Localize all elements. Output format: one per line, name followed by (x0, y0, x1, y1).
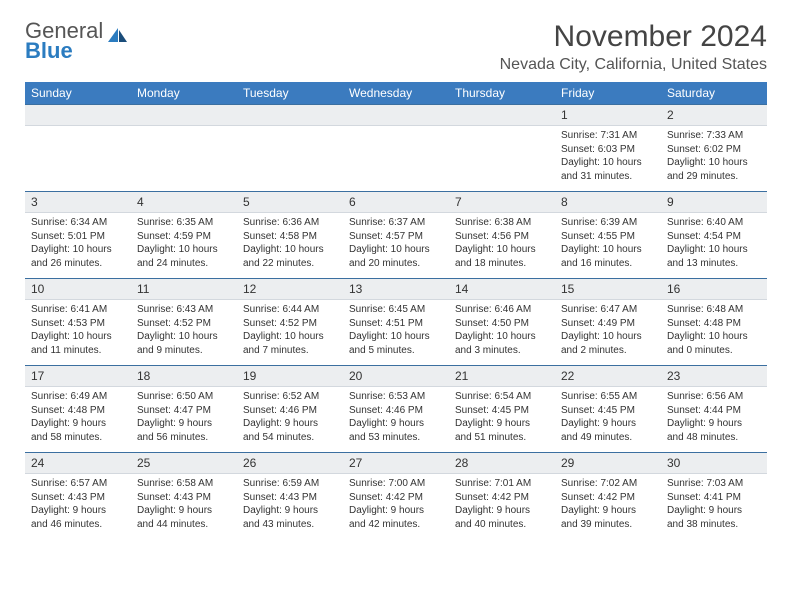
day-content-cell: Sunrise: 6:39 AMSunset: 4:55 PMDaylight:… (555, 213, 661, 279)
day-content-cell: Sunrise: 6:53 AMSunset: 4:46 PMDaylight:… (343, 387, 449, 453)
location: Nevada City, California, United States (500, 56, 767, 74)
day-content-cell: Sunrise: 6:38 AMSunset: 4:56 PMDaylight:… (449, 213, 555, 279)
day-content-cell: Sunrise: 6:49 AMSunset: 4:48 PMDaylight:… (25, 387, 131, 453)
day-content-cell: Sunrise: 6:58 AMSunset: 4:43 PMDaylight:… (131, 474, 237, 540)
day-content-cell: Sunrise: 6:34 AMSunset: 5:01 PMDaylight:… (25, 213, 131, 279)
day-content-cell: Sunrise: 6:54 AMSunset: 4:45 PMDaylight:… (449, 387, 555, 453)
title-block: November 2024 Nevada City, California, U… (500, 20, 767, 74)
day-content-cell: Sunrise: 6:52 AMSunset: 4:46 PMDaylight:… (237, 387, 343, 453)
logo-text: General Blue (25, 20, 103, 62)
day-number-cell: 6 (343, 192, 449, 213)
header: General Blue November 2024 Nevada City, … (25, 20, 767, 74)
day-number-cell: 28 (449, 453, 555, 474)
logo-text-2: Blue (25, 40, 103, 62)
day-content-cell: Sunrise: 6:45 AMSunset: 4:51 PMDaylight:… (343, 300, 449, 366)
day-number-cell: 22 (555, 366, 661, 387)
day-number-cell: 17 (25, 366, 131, 387)
day-content-cell: Sunrise: 7:00 AMSunset: 4:42 PMDaylight:… (343, 474, 449, 540)
day-number-cell (237, 105, 343, 126)
day-content-cell (131, 126, 237, 192)
day-content-cell: Sunrise: 6:35 AMSunset: 4:59 PMDaylight:… (131, 213, 237, 279)
day-content-cell: Sunrise: 6:44 AMSunset: 4:52 PMDaylight:… (237, 300, 343, 366)
day-number-row: 24252627282930 (25, 453, 767, 474)
logo: General Blue (25, 20, 129, 62)
day-number-cell: 24 (25, 453, 131, 474)
day-number-cell: 19 (237, 366, 343, 387)
day-number-cell: 25 (131, 453, 237, 474)
day-number-cell: 30 (661, 453, 767, 474)
day-content-cell: Sunrise: 7:33 AMSunset: 6:02 PMDaylight:… (661, 126, 767, 192)
day-number-cell (343, 105, 449, 126)
day-number-cell: 5 (237, 192, 343, 213)
day-header: Thursday (449, 82, 555, 105)
day-number-cell: 11 (131, 279, 237, 300)
day-content-cell: Sunrise: 6:36 AMSunset: 4:58 PMDaylight:… (237, 213, 343, 279)
day-content-cell: Sunrise: 6:43 AMSunset: 4:52 PMDaylight:… (131, 300, 237, 366)
day-content-cell: Sunrise: 6:57 AMSunset: 4:43 PMDaylight:… (25, 474, 131, 540)
day-header: Wednesday (343, 82, 449, 105)
day-number-cell (25, 105, 131, 126)
day-number-cell: 8 (555, 192, 661, 213)
day-content-cell: Sunrise: 6:47 AMSunset: 4:49 PMDaylight:… (555, 300, 661, 366)
day-content-row: Sunrise: 6:57 AMSunset: 4:43 PMDaylight:… (25, 474, 767, 540)
day-number-cell: 3 (25, 192, 131, 213)
day-content-cell: Sunrise: 6:41 AMSunset: 4:53 PMDaylight:… (25, 300, 131, 366)
day-number-row: 17181920212223 (25, 366, 767, 387)
day-content-cell: Sunrise: 6:50 AMSunset: 4:47 PMDaylight:… (131, 387, 237, 453)
day-number-cell: 12 (237, 279, 343, 300)
day-number-cell: 26 (237, 453, 343, 474)
day-number-cell: 27 (343, 453, 449, 474)
day-content-cell: Sunrise: 7:03 AMSunset: 4:41 PMDaylight:… (661, 474, 767, 540)
day-header: Saturday (661, 82, 767, 105)
calendar-table: SundayMondayTuesdayWednesdayThursdayFrid… (25, 82, 767, 539)
day-number-cell: 29 (555, 453, 661, 474)
day-content-cell: Sunrise: 7:31 AMSunset: 6:03 PMDaylight:… (555, 126, 661, 192)
day-number-cell: 9 (661, 192, 767, 213)
day-content-row: Sunrise: 6:41 AMSunset: 4:53 PMDaylight:… (25, 300, 767, 366)
day-content-row: Sunrise: 7:31 AMSunset: 6:03 PMDaylight:… (25, 126, 767, 192)
day-number-cell (131, 105, 237, 126)
day-number-cell: 7 (449, 192, 555, 213)
day-number-cell: 15 (555, 279, 661, 300)
day-number-cell: 18 (131, 366, 237, 387)
day-content-cell: Sunrise: 6:59 AMSunset: 4:43 PMDaylight:… (237, 474, 343, 540)
day-number-cell: 4 (131, 192, 237, 213)
day-number-cell: 10 (25, 279, 131, 300)
day-number-cell: 13 (343, 279, 449, 300)
day-number-cell: 14 (449, 279, 555, 300)
day-header: Tuesday (237, 82, 343, 105)
day-content-row: Sunrise: 6:49 AMSunset: 4:48 PMDaylight:… (25, 387, 767, 453)
day-number-cell (449, 105, 555, 126)
day-number-cell: 21 (449, 366, 555, 387)
day-number-cell: 20 (343, 366, 449, 387)
day-content-cell: Sunrise: 6:56 AMSunset: 4:44 PMDaylight:… (661, 387, 767, 453)
month-title: November 2024 (500, 20, 767, 54)
day-header: Sunday (25, 82, 131, 105)
day-number-cell: 23 (661, 366, 767, 387)
day-number-cell: 2 (661, 105, 767, 126)
day-content-cell (25, 126, 131, 192)
day-content-cell (237, 126, 343, 192)
day-content-row: Sunrise: 6:34 AMSunset: 5:01 PMDaylight:… (25, 213, 767, 279)
day-content-cell (343, 126, 449, 192)
day-number-cell: 16 (661, 279, 767, 300)
day-content-cell: Sunrise: 7:01 AMSunset: 4:42 PMDaylight:… (449, 474, 555, 540)
day-content-cell: Sunrise: 6:46 AMSunset: 4:50 PMDaylight:… (449, 300, 555, 366)
day-content-cell: Sunrise: 6:37 AMSunset: 4:57 PMDaylight:… (343, 213, 449, 279)
day-content-cell: Sunrise: 7:02 AMSunset: 4:42 PMDaylight:… (555, 474, 661, 540)
day-content-cell: Sunrise: 6:48 AMSunset: 4:48 PMDaylight:… (661, 300, 767, 366)
day-number-row: 3456789 (25, 192, 767, 213)
day-header: Friday (555, 82, 661, 105)
day-content-cell: Sunrise: 6:55 AMSunset: 4:45 PMDaylight:… (555, 387, 661, 453)
day-number-cell: 1 (555, 105, 661, 126)
day-number-row: 10111213141516 (25, 279, 767, 300)
day-header-row: SundayMondayTuesdayWednesdayThursdayFrid… (25, 82, 767, 105)
day-number-row: 12 (25, 105, 767, 126)
day-content-cell (449, 126, 555, 192)
day-header: Monday (131, 82, 237, 105)
day-content-cell: Sunrise: 6:40 AMSunset: 4:54 PMDaylight:… (661, 213, 767, 279)
logo-sail-icon (107, 26, 129, 44)
